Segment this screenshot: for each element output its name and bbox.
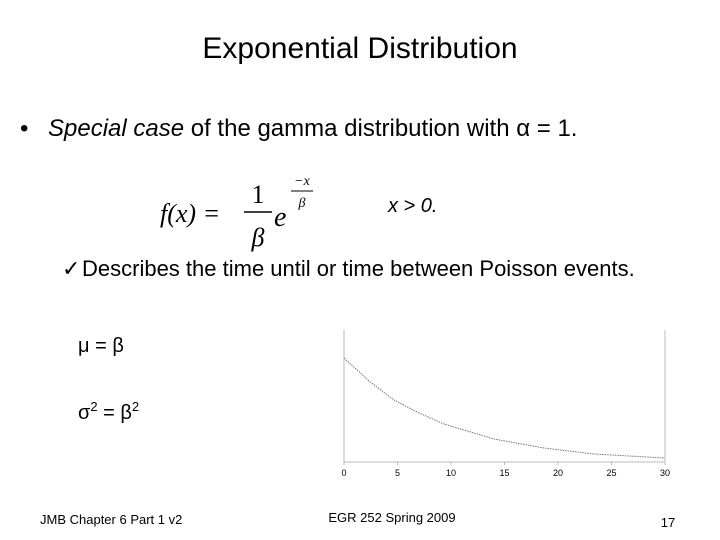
formula-exp-numerator: −x [294,174,310,189]
x-tick-label: 25 [606,468,616,478]
formula-base: e [274,202,286,233]
page-number: 17 [661,515,675,530]
formula-lhs: f(x) = [160,199,220,228]
formula-denominator: β [251,223,265,252]
x-tick-label: 20 [553,468,563,478]
formula-exp-denominator: β [298,196,306,211]
mean: μ = β [78,335,124,357]
check-marker: ✓ [62,256,80,281]
density-curve [343,357,666,459]
x-tick-label: 30 [660,468,670,478]
bullet-text: Special case of the gamma distribution w… [48,115,577,142]
slide-title: Exponential Distribution [202,32,517,65]
variance-sup: 2 [90,399,97,414]
footer-center: EGR 252 Spring 2009 [328,510,455,525]
bullet-marker: • [20,115,28,142]
x-tick-label: 5 [395,468,400,478]
variance-mid: = β [98,402,132,424]
plot: 0 5 10 15 20 25 30 [341,330,670,478]
variance: σ2 = β2 [78,399,139,424]
formula-numerator: 1 [252,180,265,209]
check-text: Describes the time until or time between… [82,256,635,281]
x-tick-label: 15 [499,468,509,478]
x-tick-label: 10 [446,468,456,478]
variance-sigma: σ [78,402,91,424]
footer-left: JMB Chapter 6 Part 1 v2 [40,512,182,527]
formula: f(x) = 1 β e −x β [160,174,313,252]
bullet-italic: Special case [48,115,184,142]
condition: x > 0. [387,195,437,217]
variance-sup: 2 [132,399,139,414]
bullet-rest: of the gamma distribution with α = 1. [184,115,577,142]
x-tick-label: 0 [341,468,346,478]
